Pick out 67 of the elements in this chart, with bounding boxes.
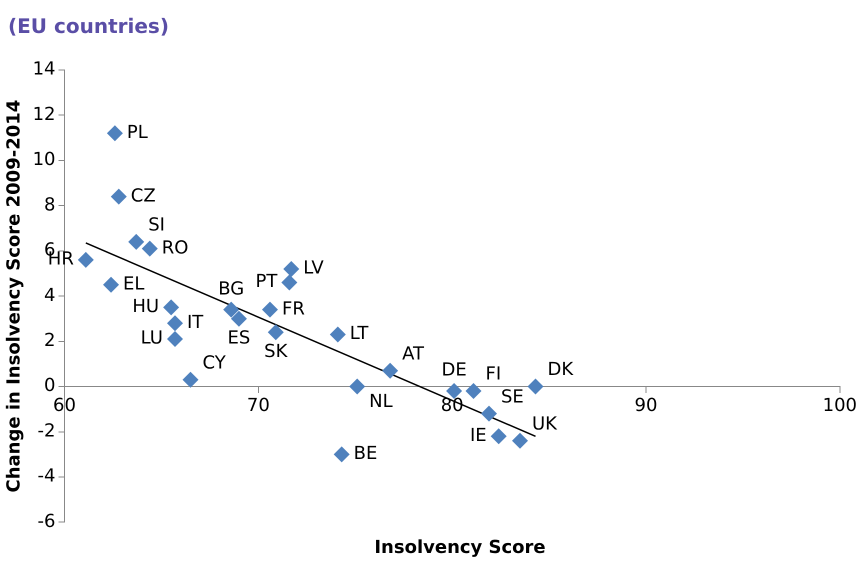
point (528, 378, 544, 395)
x-tick-label: 70 (246, 395, 270, 416)
data-label: LV (303, 258, 324, 279)
y-tick-label: -4 (38, 466, 56, 487)
point (166, 331, 183, 348)
data-label: LU (140, 328, 163, 349)
point (490, 428, 507, 444)
point (268, 324, 284, 340)
point (334, 446, 350, 462)
point (349, 378, 366, 395)
y-tick-label: 4 (44, 284, 56, 306)
point (78, 252, 94, 268)
data-label: DE (441, 360, 467, 381)
data-label: CZ (130, 185, 156, 206)
chart-title: (EU countries) (8, 14, 169, 38)
point (110, 188, 127, 205)
data-label: ES (228, 327, 250, 348)
y-tick-label: 8 (44, 194, 56, 216)
data-label: HU (132, 296, 160, 318)
point (230, 310, 247, 327)
point (480, 406, 497, 422)
y-tick-label: 10 (32, 149, 56, 170)
y-tick-label: 0 (44, 375, 56, 396)
data-label: AT (402, 343, 426, 364)
point (128, 234, 144, 250)
data-label: SE (500, 386, 524, 408)
y-tick-label: -6 (38, 510, 56, 532)
point (166, 315, 183, 332)
x-tick-label: 100 (822, 395, 857, 416)
data-label: SK (264, 340, 289, 362)
data-label: EL (123, 273, 144, 294)
data-label: BG (218, 278, 244, 300)
x-axis-title: Insolvency Score (373, 537, 547, 558)
data-label: IE (470, 424, 487, 446)
x-tick-label: 60 (53, 395, 76, 416)
point (223, 302, 240, 318)
y-tick-label: 12 (32, 104, 56, 125)
data-label: CY (202, 352, 227, 374)
y-tick-label: 14 (32, 58, 56, 80)
y-tick-label: 2 (44, 330, 56, 351)
point (382, 362, 398, 379)
data-label: DK (548, 359, 574, 380)
data-label: FR (282, 298, 305, 320)
data-label: SI (148, 214, 165, 236)
point (182, 372, 198, 388)
point (106, 125, 123, 142)
y-axis-title: Change in Insolvency Score 2009-2014 (3, 100, 24, 493)
x-tick-label: 90 (634, 395, 658, 416)
point (142, 240, 158, 257)
point (283, 260, 300, 277)
point (465, 383, 482, 400)
point (330, 326, 346, 343)
point (262, 302, 278, 318)
data-label: LT (350, 323, 370, 344)
data-label: UK (532, 413, 558, 434)
data-label: IT (186, 312, 204, 333)
point (281, 274, 298, 291)
data-label: NL (369, 391, 393, 412)
point (512, 432, 528, 449)
y-tick-label: -2 (38, 420, 56, 442)
point (103, 276, 120, 293)
data-label: RO (162, 237, 188, 258)
data-label: PT (255, 271, 278, 292)
data-label: BE (354, 443, 378, 464)
data-label: PL (126, 122, 148, 143)
point (163, 299, 180, 316)
data-label: FI (485, 364, 502, 385)
